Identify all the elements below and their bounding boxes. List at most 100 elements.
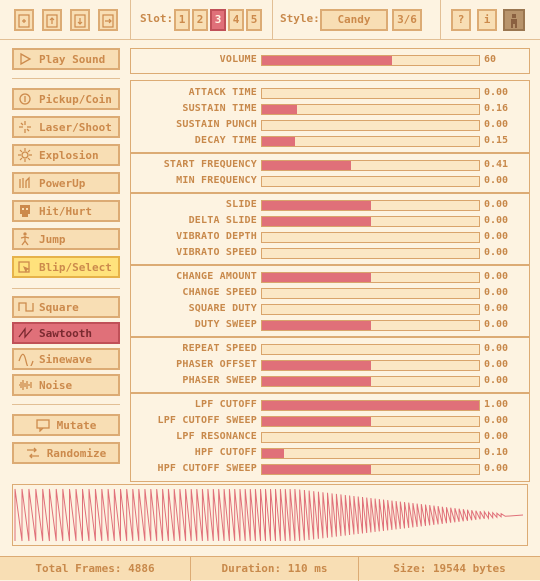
parameter-label: LPF CUTOFF SWEEP [157,415,257,426]
slot-5-button[interactable]: 5 [246,9,262,31]
export-icon [102,14,114,28]
randomize-button[interactable]: Randomize [12,442,120,464]
parameter-value: 0.00 [484,231,509,242]
help-button[interactable]: ? [451,9,471,31]
parameter-slider-fill [262,273,371,282]
parameter-slider[interactable] [261,448,480,459]
wave-sawtooth-button[interactable]: Sawtooth [12,322,120,344]
parameter-slider[interactable] [261,88,480,99]
parameter-slider[interactable] [261,120,480,131]
powerup-icon [18,176,34,190]
parameter-row: SUSTAIN TIME 0.16 [131,102,529,118]
slot-3-button[interactable]: 3 [210,9,226,31]
new-file-button[interactable] [14,9,34,31]
parameter-value: 0.00 [484,215,509,226]
parameter-group: LPF CUTOFF 1.00 LPF CUTOFF SWEEP 0.00 LPF RE… [130,392,530,482]
slot-2-button[interactable]: 2 [192,9,208,31]
parameter-label: SLIDE [225,199,257,210]
parameter-label: SUSTAIN TIME [182,103,257,114]
style-label: Style: [280,12,320,25]
play-sound-button[interactable]: Play Sound [12,48,120,70]
parameter-label: START FREQUENCY [163,159,257,170]
parameter-slider[interactable] [261,272,480,283]
parameter-value: 0.00 [484,359,509,370]
preset-hit-hurt-button[interactable]: Hit/Hurt [12,200,120,222]
style-select[interactable]: Candy [320,9,388,31]
parameter-slider-fill [262,417,371,426]
preset-pickup-coin-button[interactable]: Pickup/Coin [12,88,120,110]
parameter-slider[interactable] [261,344,480,355]
parameter-slider[interactable] [261,176,480,187]
parameter-row: CHANGE SPEED 0.00 [131,286,529,302]
parameter-slider-fill [262,201,371,210]
info-button[interactable]: i [477,9,497,31]
file-size: Size: 19544 bytes [393,562,506,575]
parameter-group: CHANGE AMOUNT 0.00 CHANGE SPEED 0.00 SQUARE … [130,264,530,338]
parameter-slider[interactable] [261,200,480,211]
slot-1-button[interactable]: 1 [174,9,190,31]
parameter-value: 0.00 [484,87,509,98]
status-bar: Total Frames: 4886 Duration: 110 ms Size… [0,556,540,581]
parameter-slider[interactable] [261,136,480,147]
upload-button[interactable] [42,9,62,31]
parameter-row: CHANGE AMOUNT 0.00 [131,270,529,286]
preset-explosion-button[interactable]: Explosion [12,144,120,166]
parameter-slider[interactable] [261,216,480,227]
parameter-slider[interactable] [261,400,480,411]
parameter-slider[interactable] [261,288,480,299]
download-button[interactable] [70,9,90,31]
volume-slider[interactable] [261,55,480,66]
parameter-slider-fill [262,449,284,458]
preset-blip-select-button[interactable]: Blip/Select [12,256,120,278]
parameter-row: LPF RESONANCE 0.00 [131,430,529,446]
character-button[interactable] [503,9,525,31]
parameter-slider[interactable] [261,304,480,315]
style-cycle-button[interactable]: 3/6 [392,9,422,31]
parameter-value: 0.00 [484,343,509,354]
parameter-slider-fill [262,401,479,410]
parameter-label: CHANGE SPEED [182,287,257,298]
export-button[interactable] [98,9,118,31]
parameter-value: 0.00 [484,199,509,210]
play-icon [18,52,34,66]
parameter-slider[interactable] [261,232,480,243]
parameter-label: PHASER SWEEP [182,375,257,386]
parameter-label: DELTA SLIDE [188,215,257,226]
parameter-slider[interactable] [261,248,480,259]
parameter-slider[interactable] [261,376,480,387]
wave-square-button[interactable]: Square [12,296,120,318]
parameter-slider[interactable] [261,432,480,443]
parameter-value: 0.00 [484,319,509,330]
preset-powerup-button[interactable]: PowerUp [12,172,120,194]
parameter-slider[interactable] [261,416,480,427]
parameter-slider[interactable] [261,360,480,371]
randomize-icon [26,446,42,460]
waveform-display [12,484,528,546]
slot-4-button[interactable]: 4 [228,9,244,31]
toolbar-divider [440,0,441,40]
skull-icon [18,204,34,218]
noise-wave-icon [18,378,34,392]
parameter-slider-fill [262,161,351,170]
parameter-value: 1.00 [484,399,509,410]
download-icon [74,14,86,28]
mutate-button[interactable]: Mutate [12,414,120,436]
parameter-slider[interactable] [261,464,480,475]
preset-laser-shoot-button[interactable]: Laser/Shoot [12,116,120,138]
sawtooth-wave-icon [18,326,34,340]
character-icon [511,14,517,28]
parameter-label: PHASER OFFSET [176,359,257,370]
volume-group: VOLUME 60 [130,48,530,74]
parameter-slider[interactable] [261,160,480,171]
parameter-slider[interactable] [261,320,480,331]
wave-sinewave-button[interactable]: Sinewave [12,348,120,370]
parameter-slider[interactable] [261,104,480,115]
volume-row: VOLUME 60 [131,53,529,69]
parameter-label: CHANGE AMOUNT [176,271,257,282]
volume-slider-fill [262,56,393,65]
parameter-slider-fill [262,377,371,386]
wave-noise-button[interactable]: Noise [12,374,120,396]
preset-jump-button[interactable]: Jump [12,228,120,250]
parameter-slider-fill [262,465,371,474]
explosion-icon [18,148,34,162]
